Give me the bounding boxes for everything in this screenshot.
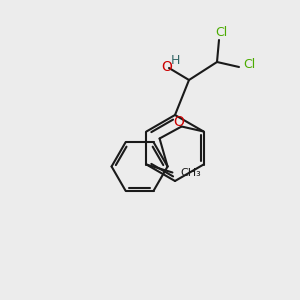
Text: Cl: Cl	[215, 26, 227, 38]
Text: CH₃: CH₃	[180, 167, 201, 178]
Text: O: O	[162, 60, 172, 74]
Text: H: H	[170, 53, 180, 67]
Text: Cl: Cl	[243, 58, 255, 71]
Text: O: O	[173, 116, 184, 130]
